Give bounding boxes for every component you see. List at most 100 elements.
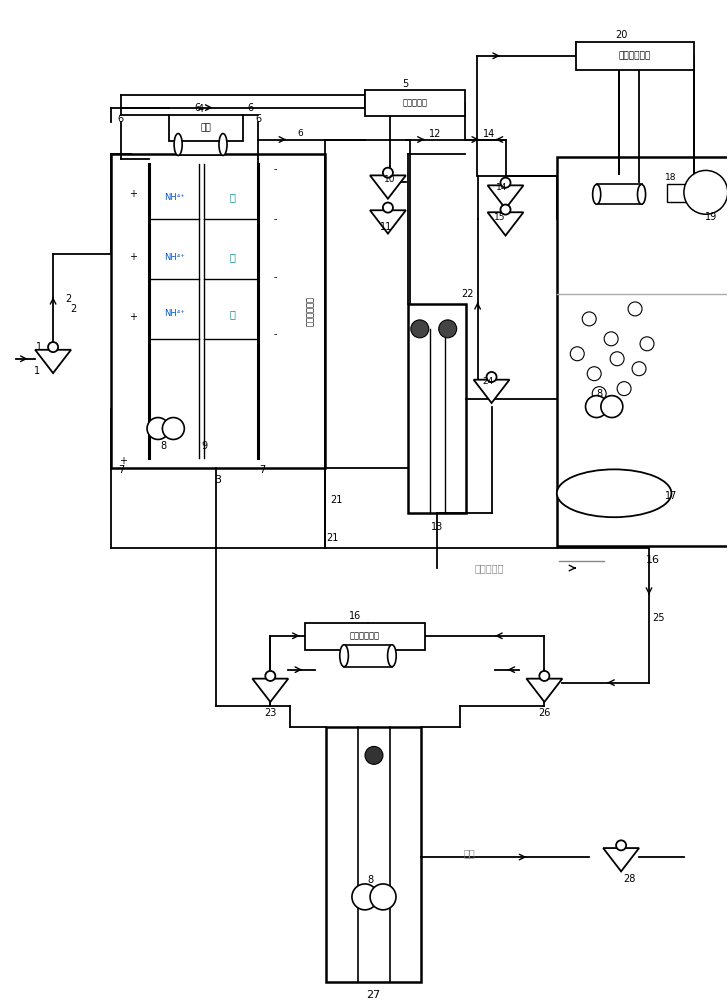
Text: 1: 1 [36, 342, 42, 352]
Text: 10: 10 [384, 175, 395, 184]
Bar [111, 154, 325, 468]
Text: 15: 15 [494, 213, 505, 222]
Polygon shape [370, 175, 405, 199]
Circle shape [610, 352, 624, 366]
Bar [408, 304, 466, 513]
Bar [667, 184, 689, 202]
Circle shape [500, 205, 510, 215]
Text: 4: 4 [197, 104, 204, 114]
Circle shape [684, 170, 728, 214]
Bar [169, 115, 243, 141]
Text: 28: 28 [623, 874, 636, 884]
Text: 27: 27 [366, 990, 381, 1000]
Text: NH⁴⁺: NH⁴⁺ [165, 193, 185, 202]
Text: 时间控制开关: 时间控制开关 [619, 51, 651, 60]
Text: 19: 19 [705, 212, 717, 222]
Ellipse shape [593, 184, 601, 204]
Text: 17: 17 [665, 491, 677, 501]
Circle shape [265, 671, 275, 681]
Text: 13: 13 [431, 522, 443, 532]
Ellipse shape [340, 645, 349, 667]
Circle shape [604, 332, 618, 346]
Bar [577, 42, 694, 70]
Text: 时间控制开关: 时间控制开关 [350, 632, 380, 641]
Text: 26: 26 [538, 708, 550, 718]
Text: 出水: 出水 [464, 848, 475, 858]
Text: NH⁴⁺: NH⁴⁺ [165, 309, 185, 318]
Circle shape [617, 382, 631, 396]
Text: +: + [129, 312, 137, 322]
Circle shape [383, 203, 393, 213]
Text: 22: 22 [462, 289, 474, 299]
Text: 21: 21 [326, 533, 339, 543]
Bar [326, 727, 421, 982]
Circle shape [628, 302, 642, 316]
Text: 16: 16 [349, 611, 361, 621]
Ellipse shape [638, 184, 646, 204]
Circle shape [585, 396, 607, 418]
Text: 8: 8 [161, 441, 167, 451]
Circle shape [570, 347, 585, 361]
Text: 水: 水 [229, 309, 235, 319]
Text: 6: 6 [118, 114, 124, 124]
Circle shape [632, 362, 646, 376]
Ellipse shape [557, 469, 671, 517]
Text: -: - [274, 329, 277, 339]
Text: 6: 6 [297, 129, 303, 138]
Text: 14: 14 [496, 183, 507, 192]
Text: +: + [119, 456, 127, 466]
Circle shape [601, 396, 622, 418]
Circle shape [640, 337, 654, 351]
Bar [558, 157, 728, 546]
Polygon shape [35, 350, 71, 373]
Text: 6: 6 [248, 103, 253, 113]
Text: 6: 6 [194, 103, 201, 113]
Text: 12: 12 [429, 129, 441, 139]
Text: 亚氮反应液: 亚氮反应液 [475, 563, 505, 573]
Text: -: - [274, 214, 277, 224]
Circle shape [383, 168, 393, 178]
Text: 2: 2 [70, 304, 76, 314]
Circle shape [592, 387, 606, 401]
Circle shape [365, 746, 383, 764]
Circle shape [539, 671, 550, 681]
Text: 2: 2 [65, 294, 71, 304]
Text: -: - [274, 164, 277, 174]
Text: 14: 14 [483, 129, 496, 139]
Text: 18: 18 [665, 173, 677, 182]
Polygon shape [526, 679, 562, 702]
Circle shape [147, 418, 169, 439]
Text: 8: 8 [596, 389, 602, 399]
Ellipse shape [174, 134, 182, 155]
Text: 电源: 电源 [201, 123, 211, 132]
Bar [178, 134, 223, 155]
Polygon shape [370, 210, 405, 234]
Ellipse shape [219, 134, 227, 155]
Circle shape [587, 367, 601, 381]
Text: NH⁴⁺: NH⁴⁺ [165, 253, 185, 262]
Text: 分离的有机物: 分离的有机物 [306, 296, 314, 326]
Text: -: - [274, 272, 277, 282]
Polygon shape [488, 212, 523, 236]
Circle shape [500, 178, 510, 188]
Text: 11: 11 [380, 222, 392, 232]
Text: 时间继电器: 时间继电器 [403, 98, 427, 107]
Polygon shape [488, 185, 523, 209]
Text: 9: 9 [202, 441, 207, 451]
Text: 3: 3 [215, 475, 221, 485]
Text: 24: 24 [482, 377, 493, 386]
Bar [344, 645, 392, 667]
Text: +: + [129, 189, 137, 199]
Circle shape [411, 320, 429, 338]
Ellipse shape [387, 645, 396, 667]
Circle shape [439, 320, 456, 338]
Text: 16: 16 [646, 555, 660, 565]
Text: 25: 25 [653, 613, 665, 623]
Text: 5: 5 [402, 79, 408, 89]
Circle shape [582, 312, 596, 326]
Text: 21: 21 [330, 495, 342, 505]
Polygon shape [474, 380, 510, 403]
Bar [305, 623, 425, 650]
Text: 水: 水 [229, 252, 235, 262]
Text: 7: 7 [118, 465, 124, 475]
